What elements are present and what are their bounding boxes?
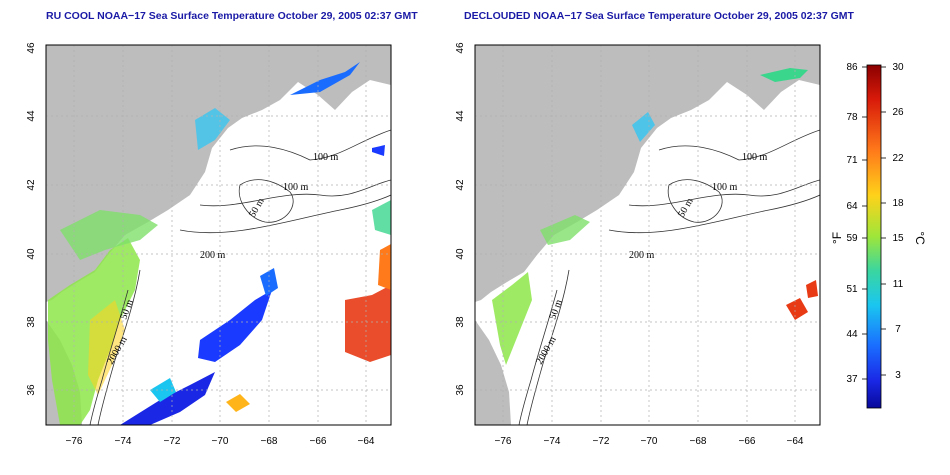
- f-tick-label: 59: [846, 233, 858, 244]
- fahrenheit-unit-label: °F: [830, 232, 844, 244]
- c-tick-label: 7: [895, 324, 901, 335]
- y-tick-label: 36: [455, 384, 466, 396]
- c-tick-label: 26: [892, 107, 904, 118]
- x-axis-labels-right: −76 −74 −72 −70 −68 −66 −64: [495, 436, 804, 447]
- c-tick-label: 15: [892, 233, 904, 244]
- y-tick-label: 40: [26, 248, 37, 260]
- f-tick-label: 64: [846, 201, 858, 212]
- x-tick-label: −68: [261, 436, 278, 447]
- f-tick-label: 44: [846, 329, 858, 340]
- c-tick-label: 18: [892, 198, 904, 209]
- x-tick-label: −70: [641, 436, 658, 447]
- x-tick-label: −66: [310, 436, 327, 447]
- map-panel-ru-cool: 100 m 100 m 50 m 200 m 50 m 2000 m: [46, 45, 391, 425]
- contour-label: 200 m: [200, 250, 226, 261]
- x-tick-label: −76: [495, 436, 512, 447]
- colorbar: 86 78 71 64 59 51 44 37 30 26 22 18 15 1…: [830, 62, 927, 409]
- y-tick-label: 46: [26, 42, 37, 54]
- contour-label: 100 m: [712, 182, 738, 193]
- map-frame: [45, 44, 392, 426]
- f-tick-label: 78: [846, 112, 858, 123]
- x-tick-label: −74: [544, 436, 561, 447]
- contour-label: 100 m: [742, 152, 768, 163]
- x-tick-label: −64: [787, 436, 804, 447]
- contour-label: 200 m: [629, 250, 655, 261]
- contour-label: 100 m: [313, 152, 339, 163]
- colorbar-scale: [866, 64, 882, 409]
- f-tick-label: 51: [846, 284, 858, 295]
- x-tick-label: −72: [593, 436, 610, 447]
- c-tick-label: 3: [895, 370, 901, 381]
- celsius-unit-label: °C: [913, 231, 927, 245]
- y-axis-labels-right: 36 38 40 42 44 46: [455, 42, 466, 396]
- x-tick-label: −66: [739, 436, 756, 447]
- x-tick-label: −68: [690, 436, 707, 447]
- celsius-ticks: 30 26 22 18 15 11 7 3: [892, 62, 904, 381]
- fahrenheit-ticks: 86 78 71 64 59 51 44 37: [846, 62, 858, 385]
- f-tick-label: 37: [846, 374, 858, 385]
- contour-label: 100 m: [283, 182, 309, 193]
- c-tick-label: 11: [893, 279, 904, 290]
- x-axis-labels-left: −76 −74 −72 −70 −68 −66 −64: [66, 436, 375, 447]
- land-mass: [475, 45, 820, 302]
- sst-warm-patch: [345, 285, 391, 362]
- land-mass: [46, 45, 391, 302]
- c-tick-label: 30: [892, 62, 904, 73]
- sst-cold-patch: [198, 290, 272, 362]
- map-frame: [474, 44, 821, 426]
- x-tick-label: −76: [66, 436, 83, 447]
- f-tick-label: 71: [846, 155, 858, 166]
- y-tick-label: 38: [455, 316, 466, 328]
- y-tick-label: 42: [455, 179, 466, 191]
- y-tick-label: 44: [26, 110, 37, 122]
- y-tick-label: 40: [455, 248, 466, 260]
- y-tick-label: 46: [455, 42, 466, 54]
- x-tick-label: −74: [115, 436, 132, 447]
- y-axis-labels-left: 36 38 40 42 44 46: [26, 42, 37, 396]
- y-tick-label: 36: [26, 384, 37, 396]
- f-tick-label: 86: [846, 62, 858, 73]
- sst-warm-patch: [786, 298, 808, 320]
- x-tick-label: −72: [164, 436, 181, 447]
- panel-title-ru-cool: RU COOL NOAA−17 Sea Surface Temperature …: [46, 10, 418, 22]
- sst-coastal-green: [492, 272, 532, 365]
- y-tick-label: 44: [455, 110, 466, 122]
- y-tick-label: 42: [26, 179, 37, 191]
- panel-title-declouded: DECLOUDED NOAA−17 Sea Surface Temperatur…: [464, 10, 854, 22]
- x-tick-label: −64: [358, 436, 375, 447]
- c-tick-label: 22: [892, 153, 904, 164]
- map-panel-declouded: 100 m 100 m 50 m 200 m 50 m 2000 m: [475, 45, 820, 425]
- x-tick-label: −70: [212, 436, 229, 447]
- y-tick-label: 38: [26, 316, 37, 328]
